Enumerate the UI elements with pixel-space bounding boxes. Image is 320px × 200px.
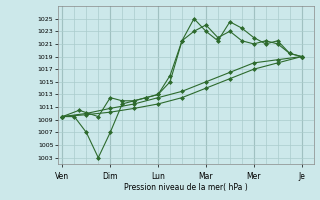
- X-axis label: Pression niveau de la mer( hPa ): Pression niveau de la mer( hPa ): [124, 183, 247, 192]
